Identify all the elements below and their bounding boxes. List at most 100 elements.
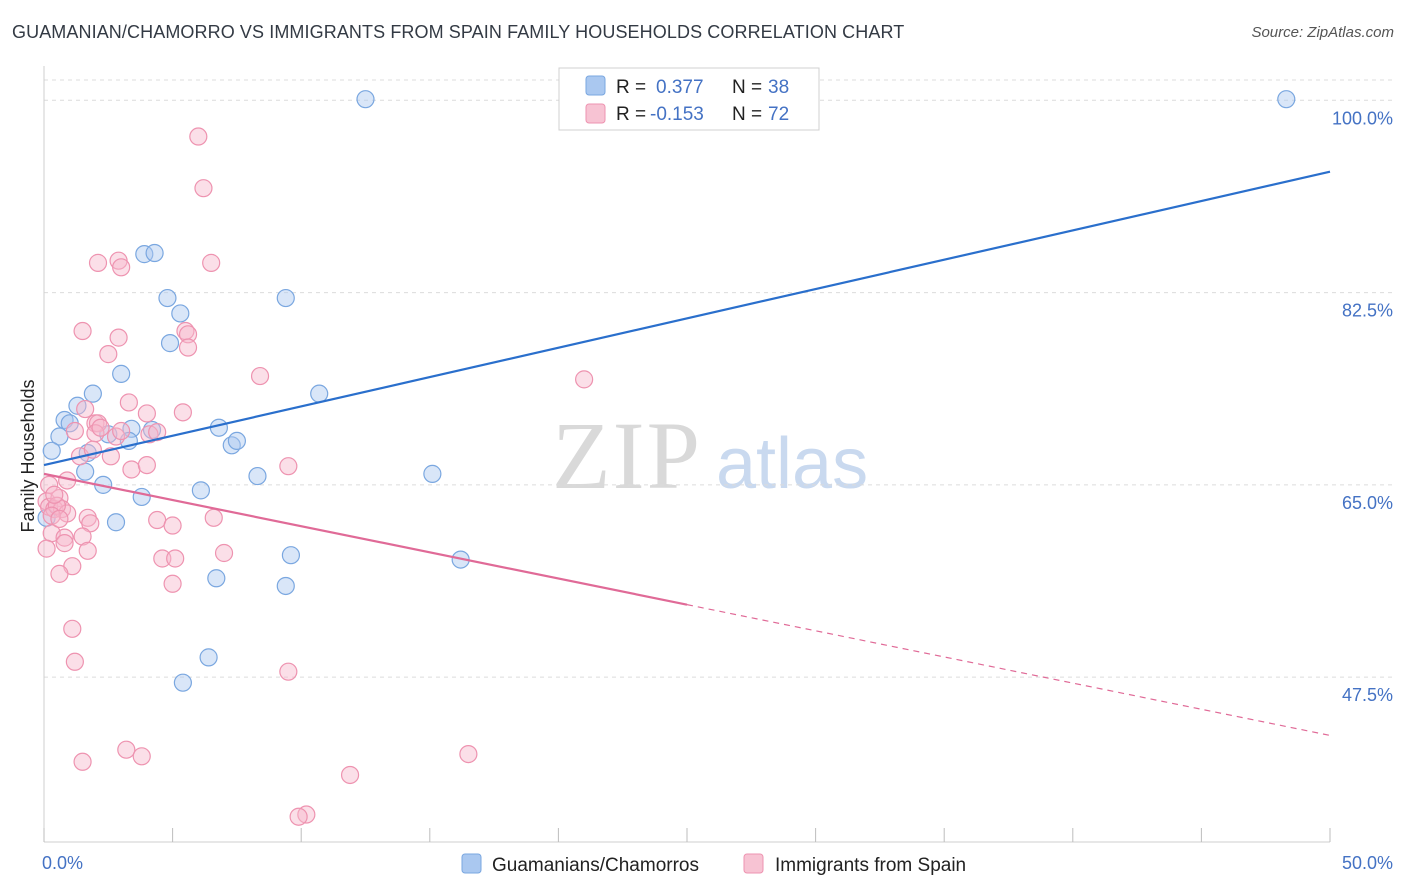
point-guamanian xyxy=(207,569,226,588)
point-spain xyxy=(178,338,198,357)
point-spain xyxy=(50,509,69,529)
series-legend: Guamanians/Chamorros Immigrants from Spa… xyxy=(461,853,966,876)
legend-r-value-blue: 0.377 xyxy=(656,77,704,98)
point-spain xyxy=(112,258,131,277)
point-spain xyxy=(65,421,84,441)
point-guamanian xyxy=(199,648,218,667)
point-spain xyxy=(137,404,156,423)
point-guamanian xyxy=(281,546,301,565)
point-spain xyxy=(204,508,223,527)
point-spain xyxy=(76,399,95,419)
watermark-atlas: atlas xyxy=(716,424,868,504)
point-guamanian xyxy=(160,334,180,353)
point-guamanian xyxy=(227,431,246,451)
gridlines xyxy=(44,79,1393,678)
point-spain xyxy=(55,534,74,553)
point-spain xyxy=(202,253,221,272)
point-spain xyxy=(279,662,298,681)
legend-n-value-pink: 72 xyxy=(768,104,789,125)
point-spain xyxy=(106,427,126,446)
point-spain xyxy=(137,455,156,475)
y-tick-label: 47.5% xyxy=(1342,685,1393,705)
point-spain xyxy=(55,528,74,547)
point-spain xyxy=(163,516,182,535)
point-spain xyxy=(214,543,234,563)
legend-swatch-blue xyxy=(585,75,606,96)
point-guamanian xyxy=(83,384,102,403)
point-spain xyxy=(148,510,167,530)
legend-r-value-pink: -0.153 xyxy=(650,104,704,125)
point-spain xyxy=(122,460,141,479)
point-spain xyxy=(250,366,270,386)
bottom-legend-label-pink: Immigrants from Spain xyxy=(775,855,966,876)
point-spain xyxy=(173,403,192,422)
x-tick-label-max: 50.0% xyxy=(1342,853,1393,873)
point-spain xyxy=(178,325,198,344)
point-spain xyxy=(101,447,120,466)
point-guamanian xyxy=(158,288,177,308)
point-guamanian xyxy=(276,288,295,308)
point-guamanian xyxy=(171,304,190,323)
trendline-spain-projection xyxy=(686,604,1331,736)
x-tick-label-min: 0.0% xyxy=(42,853,83,873)
point-guamanian xyxy=(1277,90,1296,109)
legend-swatch-pink xyxy=(585,103,606,124)
point-guamanian xyxy=(209,418,228,437)
y-tick-label: 82.5% xyxy=(1342,301,1393,321)
point-spain xyxy=(340,765,360,785)
correlation-legend: R = 0.377 N = 38 R = -0.153 N = 72 xyxy=(558,67,820,131)
point-spain xyxy=(289,807,308,826)
point-spain xyxy=(163,574,182,593)
point-spain xyxy=(279,457,298,476)
point-guamanian xyxy=(112,364,131,383)
point-spain xyxy=(88,253,108,272)
point-guamanian xyxy=(248,466,267,486)
point-guamanian xyxy=(356,90,375,109)
point-spain xyxy=(194,179,213,198)
y-axis-tick-labels: 47.5% 65.0% 82.5% 100.0% xyxy=(1332,108,1393,705)
point-spain xyxy=(112,421,131,441)
point-spain xyxy=(91,418,110,437)
y-tick-label: 100.0% xyxy=(1332,108,1393,128)
point-guamanian xyxy=(132,487,151,507)
point-guamanian xyxy=(310,384,329,403)
legend-r-label-pink: R = xyxy=(616,104,646,125)
point-spain xyxy=(132,747,151,766)
legend-n-label-pink: N = xyxy=(732,104,762,125)
legend-r-label-blue: R = xyxy=(616,77,646,98)
bottom-legend-swatch-pink xyxy=(743,853,764,874)
point-spain xyxy=(37,539,56,558)
point-guamanian xyxy=(173,673,192,692)
point-guamanian xyxy=(423,464,442,483)
point-guamanian xyxy=(145,243,164,263)
source-label: Source: ZipAtlas.com xyxy=(1251,24,1394,41)
point-spain xyxy=(73,527,92,546)
point-spain xyxy=(65,652,84,671)
point-spain xyxy=(459,744,478,764)
point-spain xyxy=(78,541,97,560)
point-spain xyxy=(148,423,167,442)
point-spain xyxy=(73,321,92,341)
point-guamanian xyxy=(191,481,210,500)
trendlines xyxy=(43,170,1331,736)
point-guamanian xyxy=(106,513,126,532)
point-spain xyxy=(119,393,138,412)
legend-n-value-blue: 38 xyxy=(768,77,789,98)
y-axis-title: Family Households xyxy=(18,379,38,532)
point-spain xyxy=(109,328,128,347)
chart-title: GUAMANIAN/CHAMORRO VS IMMIGRANTS FROM SP… xyxy=(12,22,905,42)
legend-n-label-blue: N = xyxy=(732,77,762,98)
point-guamanian xyxy=(76,462,95,481)
trendline-spain xyxy=(43,472,688,606)
point-guamanian xyxy=(276,576,295,596)
point-spain xyxy=(575,370,594,389)
bottom-legend-swatch-blue xyxy=(461,853,482,874)
point-spain xyxy=(50,564,69,583)
point-spain xyxy=(117,740,136,759)
point-guamanian xyxy=(42,441,61,460)
point-spain xyxy=(45,485,64,504)
point-spain xyxy=(73,752,92,771)
trendline-guamanian xyxy=(43,170,1331,467)
watermark-zip: ZIP xyxy=(552,402,702,509)
